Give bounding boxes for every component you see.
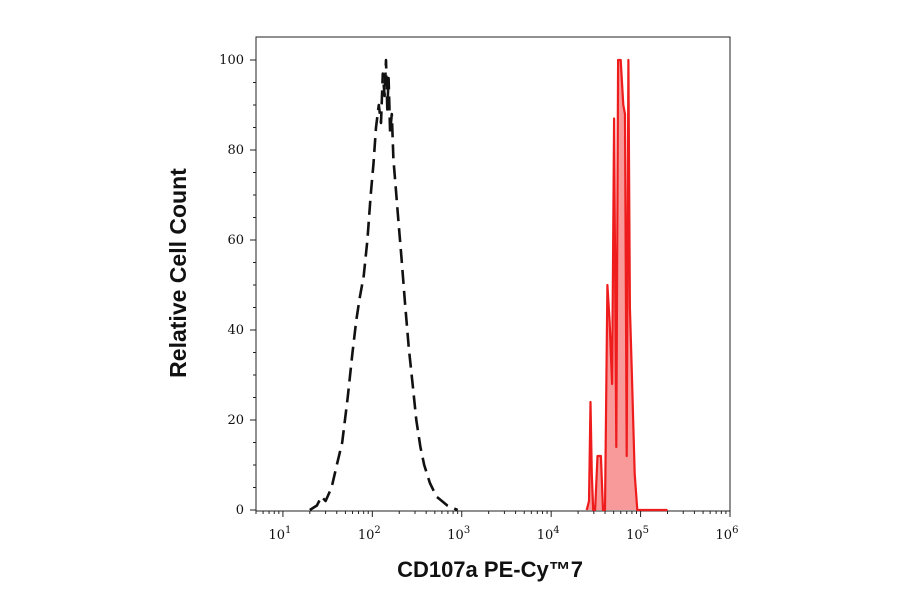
y-tick-label: 20 xyxy=(227,413,244,428)
x-tick-label: 101 xyxy=(268,525,291,543)
y-tick-label: 80 xyxy=(227,143,244,158)
x-tick-label: 103 xyxy=(447,525,470,543)
x-tick-label: 102 xyxy=(358,525,381,543)
y-axis-title: Relative Cell Count xyxy=(165,168,191,378)
x-axis: 101 102 103 104 105 106 xyxy=(255,511,739,543)
series-layer xyxy=(309,58,668,512)
x-axis-title: CD107a PE-Cy™7 xyxy=(397,557,583,582)
plot-area xyxy=(255,36,731,512)
y-tick-label: 60 xyxy=(227,233,244,248)
control-histogram-line xyxy=(309,58,459,512)
y-tick-label: 0 xyxy=(236,503,244,518)
x-tick-label: 106 xyxy=(716,525,739,543)
x-tick-label: 104 xyxy=(537,525,560,543)
stained-histogram-line xyxy=(585,58,668,512)
y-tick-label: 100 xyxy=(219,53,244,68)
x-tick-label: 105 xyxy=(626,525,649,543)
y-axis: 0 20 40 60 80 100 xyxy=(219,53,256,518)
plot-frame xyxy=(255,36,731,512)
y-tick-label: 40 xyxy=(227,323,244,338)
